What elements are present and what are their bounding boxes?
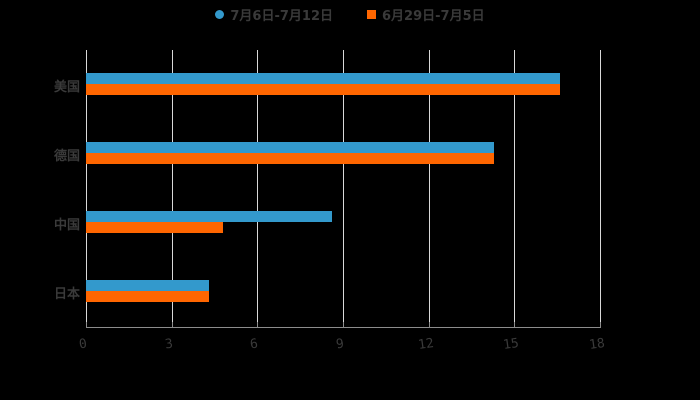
y-axis-category-label: 德国 [53, 149, 80, 164]
bar-series-1[interactable] [86, 73, 560, 84]
x-axis-tick [429, 322, 430, 328]
bar-series-2[interactable] [86, 291, 209, 302]
gridline [86, 50, 87, 326]
gridline [257, 50, 258, 326]
gridline [429, 50, 430, 326]
bar-series-1[interactable] [86, 280, 209, 291]
bar-series-1[interactable] [86, 211, 332, 222]
legend-swatch-circle-icon [215, 9, 225, 19]
gridline [343, 50, 344, 326]
legend-label: 7月6日-7月12日 [230, 8, 333, 24]
x-axis-tick [86, 322, 87, 328]
y-axis-category-label: 日本 [53, 287, 80, 302]
x-axis-tick-label: 18 [588, 335, 606, 354]
x-axis-tick-label: 12 [417, 335, 435, 354]
x-axis-tick [514, 322, 515, 328]
bar-series-2[interactable] [86, 222, 223, 233]
y-axis-category-label: 中国 [53, 218, 80, 233]
x-axis-tick-label: 6 [249, 336, 259, 353]
bar-series-2[interactable] [86, 84, 560, 95]
legend-item-series-2[interactable]: 6月29日-7月5日 [367, 5, 485, 24]
x-axis-line [86, 327, 600, 328]
chart-legend: 7月6日-7月12日 6月29日-7月5日 [0, 4, 700, 24]
legend-swatch-square-icon [367, 9, 376, 19]
legend-label: 6月29日-7月5日 [382, 8, 485, 24]
gridline [600, 50, 601, 326]
x-axis-tick [600, 322, 601, 328]
x-axis-tick-label: 15 [502, 335, 520, 354]
legend-item-series-1[interactable]: 7月6日-7月12日 [215, 5, 333, 24]
x-axis-tick-label: 9 [335, 336, 345, 353]
bar-series-1[interactable] [86, 142, 494, 153]
gridline [172, 50, 173, 326]
y-axis-category-label: 美国 [53, 80, 80, 95]
gridline [514, 50, 515, 326]
x-axis-tick-label: 0 [78, 336, 88, 353]
x-axis-tick [343, 322, 344, 328]
x-axis-tick [172, 322, 173, 328]
x-axis-tick-label: 3 [164, 336, 174, 353]
x-axis-tick [257, 322, 258, 328]
bar-series-2[interactable] [86, 153, 494, 164]
